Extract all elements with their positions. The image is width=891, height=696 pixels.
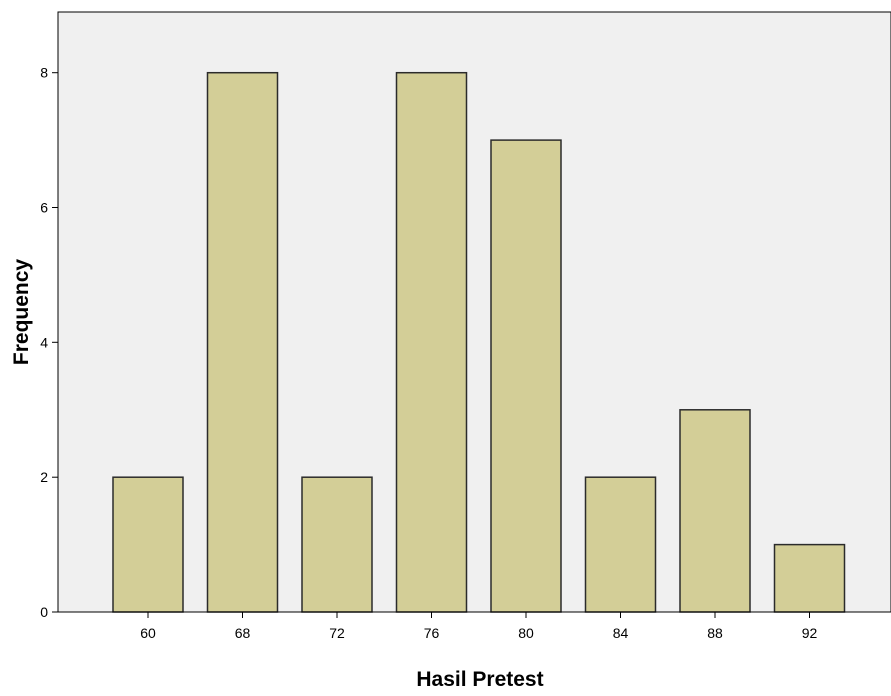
bar-84 xyxy=(584,476,657,613)
x-tick-label-72: 72 xyxy=(329,625,345,641)
x-tick-label-84: 84 xyxy=(613,625,629,641)
x-tick-label-68: 68 xyxy=(235,625,251,641)
x-tick-label-60: 60 xyxy=(140,625,156,641)
y-tick-label-6: 6 xyxy=(40,200,48,216)
bar-80 xyxy=(490,139,562,613)
x-tick-label-76: 76 xyxy=(424,625,440,641)
y-tick-label-0: 0 xyxy=(40,604,48,620)
x-tick-label-92: 92 xyxy=(802,625,818,641)
x-tick-label-80: 80 xyxy=(518,625,534,641)
y-axis-ticks: 0 2 4 6 8 xyxy=(40,65,58,620)
bar-88 xyxy=(679,409,751,613)
x-axis-ticks: 60 68 72 76 80 84 88 92 xyxy=(140,612,817,641)
bar-60 xyxy=(112,476,184,613)
x-axis-title: Hasil Pretest xyxy=(416,668,543,691)
y-tick-label-2: 2 xyxy=(40,469,48,485)
y-axis-title: Frequency xyxy=(10,259,33,366)
bar-72 xyxy=(301,476,373,613)
bar-68 xyxy=(206,71,279,613)
y-tick-label-8: 8 xyxy=(40,65,48,81)
y-tick-label-4: 4 xyxy=(40,334,48,350)
plot-area xyxy=(57,11,891,613)
x-tick-label-88: 88 xyxy=(707,625,723,641)
bar-76 xyxy=(395,71,468,613)
bar-92 xyxy=(773,543,846,613)
